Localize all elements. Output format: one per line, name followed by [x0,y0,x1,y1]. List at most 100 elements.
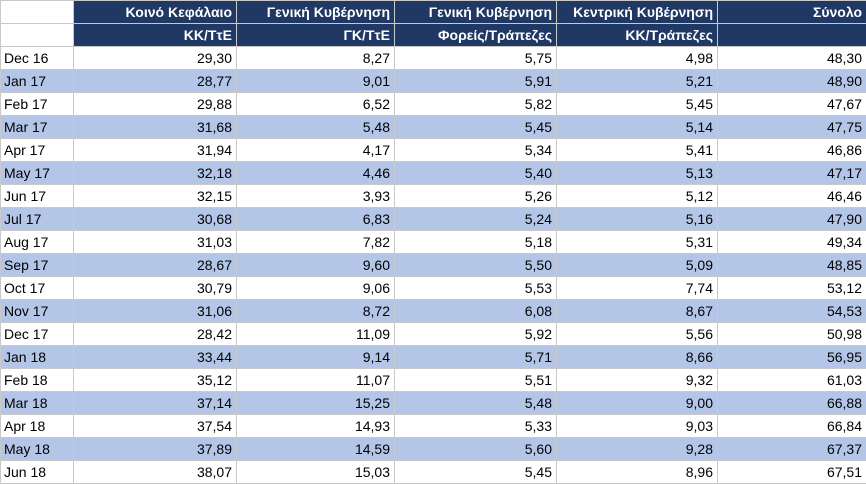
table-cell: 5,48 [395,392,557,415]
table-cell: 54,53 [718,300,866,323]
header-corner-cell [1,1,74,24]
table-cell: 4,17 [237,139,395,162]
table-cell: 38,07 [74,461,237,484]
column-header: Σύνολο [718,1,866,24]
table-cell: 5,18 [395,231,557,254]
row-label: Feb 18 [1,369,74,392]
table-cell: 32,15 [74,185,237,208]
table-cell: 11,09 [237,323,395,346]
row-label: Jan 17 [1,70,74,93]
table-cell: 30,79 [74,277,237,300]
row-label: Nov 17 [1,300,74,323]
table-cell: 47,17 [718,162,866,185]
table-cell: 14,59 [237,438,395,461]
table-cell: 15,25 [237,392,395,415]
table-cell: 46,46 [718,185,866,208]
row-label: Jun 17 [1,185,74,208]
column-header: Κοινό Κεφάλαιο [74,1,237,24]
row-label: Sep 17 [1,254,74,277]
table-cell: 9,32 [557,369,718,392]
table-cell: 48,90 [718,70,866,93]
table-cell: 5,71 [395,346,557,369]
table-cell: 5,40 [395,162,557,185]
row-label: Jun 18 [1,461,74,484]
table-cell: 4,98 [557,47,718,70]
table-cell: 5,13 [557,162,718,185]
table-cell: 47,67 [718,93,866,116]
table-cell: 9,03 [557,415,718,438]
row-label: Dec 17 [1,323,74,346]
table-cell: 5,14 [557,116,718,139]
table-cell: 5,34 [395,139,557,162]
table-cell: 30,68 [74,208,237,231]
column-subheader: Φορείς/Τράπεζες [395,24,557,47]
row-label: May 17 [1,162,74,185]
table-cell: 8,96 [557,461,718,484]
table-cell: 5,33 [395,415,557,438]
table-cell: 47,75 [718,116,866,139]
table-cell: 49,34 [718,231,866,254]
table-cell: 5,45 [395,461,557,484]
table-cell: 33,44 [74,346,237,369]
table-cell: 28,42 [74,323,237,346]
table-cell: 66,84 [718,415,866,438]
column-subheader: ΚΚ/ΤτΕ [74,24,237,47]
table-cell: 67,51 [718,461,866,484]
table-cell: 7,74 [557,277,718,300]
table-cell: 37,54 [74,415,237,438]
table-cell: 5,16 [557,208,718,231]
table-cell: 6,52 [237,93,395,116]
table-cell: 5,12 [557,185,718,208]
table-cell: 3,93 [237,185,395,208]
table-cell: 5,31 [557,231,718,254]
table-cell: 5,53 [395,277,557,300]
header-row-1: Κοινό Κεφάλαιο Γενική Κυβέρνηση Γενική Κ… [1,1,866,24]
column-header: Κεντρική Κυβέρνηση [557,1,718,24]
header-row-2: ΚΚ/ΤτΕ ΓΚ/ΤτΕ Φορείς/Τράπεζες ΚΚ/Τράπεζε… [1,24,866,47]
table-cell: 50,98 [718,323,866,346]
table-cell: 48,85 [718,254,866,277]
table-cell: 9,00 [557,392,718,415]
table-cell: 5,60 [395,438,557,461]
column-header: Γενική Κυβέρνηση [237,1,395,24]
table-cell: 5,09 [557,254,718,277]
table-cell: 5,24 [395,208,557,231]
table-cell: 46,86 [718,139,866,162]
table-cell: 5,92 [395,323,557,346]
table-cell: 15,03 [237,461,395,484]
table-cell: 29,30 [74,47,237,70]
table-cell: 5,91 [395,70,557,93]
row-label: Oct 17 [1,277,74,300]
table-cell: 31,03 [74,231,237,254]
row-label: Aug 17 [1,231,74,254]
row-label: Jul 17 [1,208,74,231]
table-cell: 8,72 [237,300,395,323]
table-cell: 5,48 [237,116,395,139]
table-cell: 9,01 [237,70,395,93]
table-cell: 9,60 [237,254,395,277]
row-label: Apr 18 [1,415,74,438]
table-cell: 53,12 [718,277,866,300]
table-cell: 8,27 [237,47,395,70]
table-cell: 5,45 [395,116,557,139]
table-cell: 5,82 [395,93,557,116]
table-cell: 61,03 [718,369,866,392]
table-cell: 9,14 [237,346,395,369]
